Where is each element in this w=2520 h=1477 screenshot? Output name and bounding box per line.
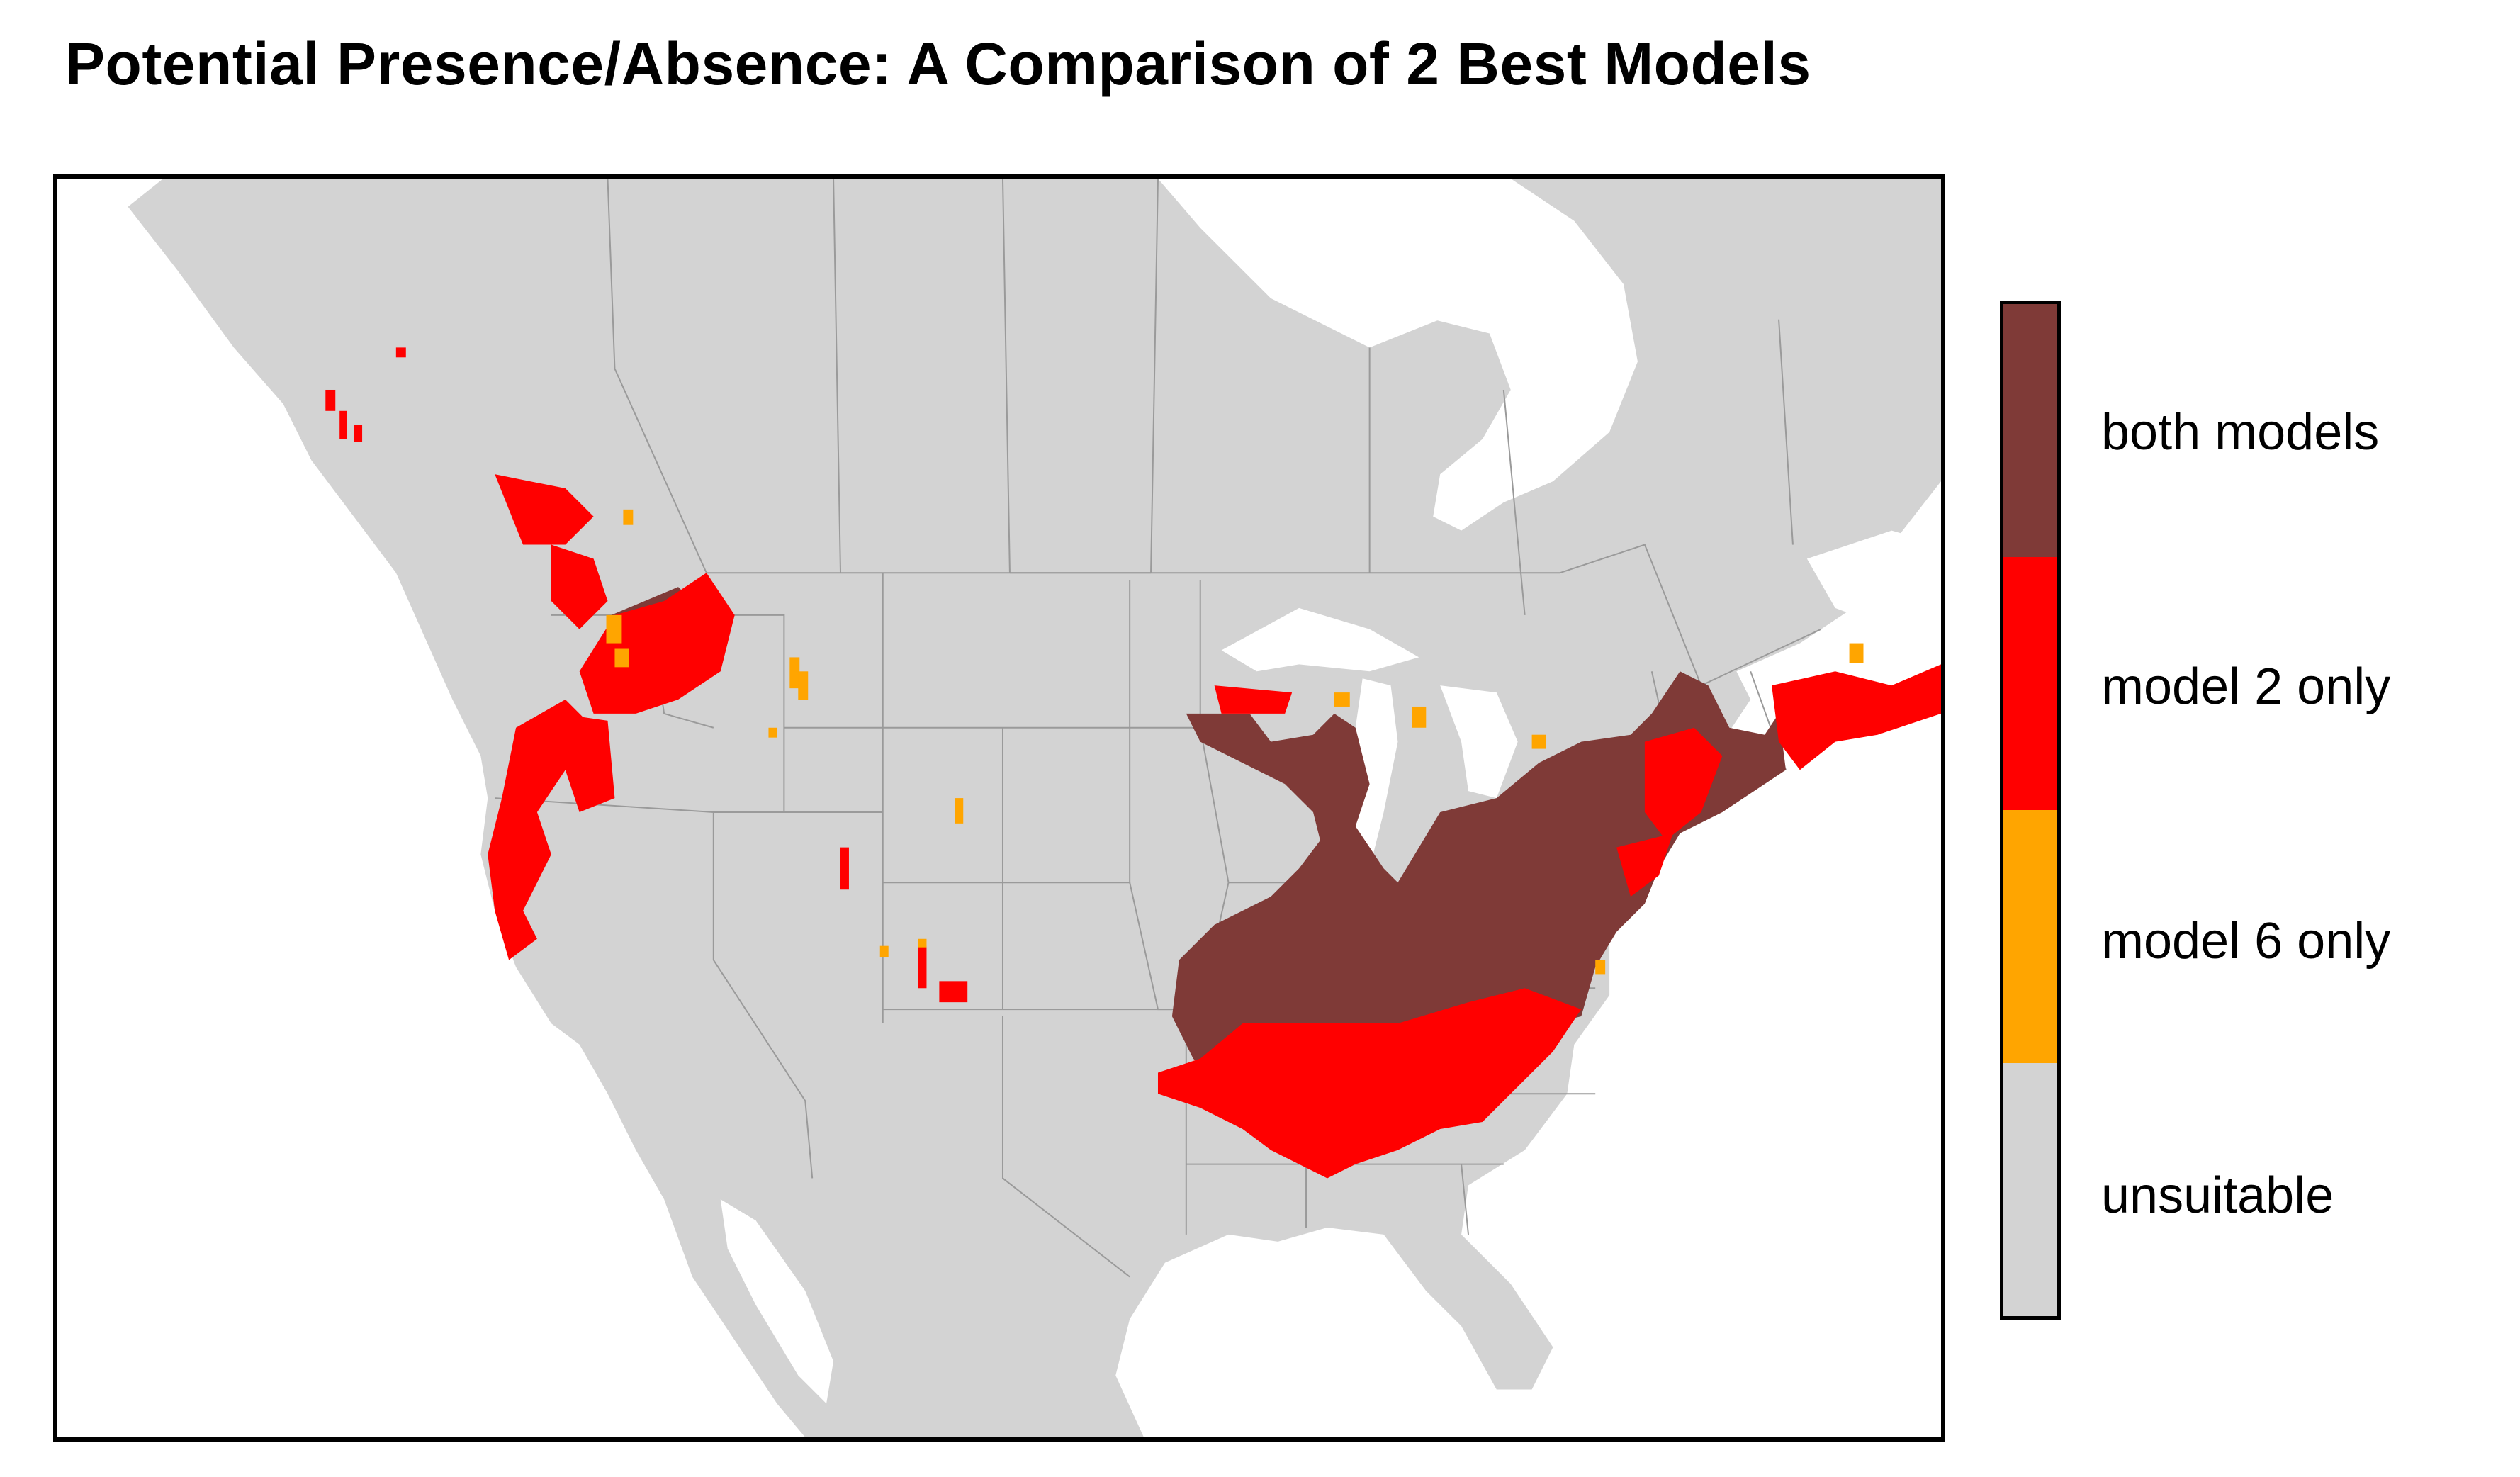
model2-only-region [325, 347, 1941, 1179]
model6-only-region [606, 509, 1864, 975]
legend-label-both-models: both models [2101, 404, 2380, 461]
legend-label-unsuitable: unsuitable [2101, 1167, 2334, 1224]
map-title: Potential Presence/Absence: A Comparison… [65, 30, 1811, 97]
lake-huron [1440, 685, 1518, 799]
legend-swatch-both-models [2003, 304, 2057, 557]
gulf-of-st-lawrence [1806, 530, 1941, 629]
gulf-of-california [720, 1199, 834, 1404]
lake-michigan [1348, 678, 1398, 869]
hudson-bay [1171, 179, 1638, 531]
legend-label-model2-only: model 2 only [2101, 658, 2391, 715]
legend-label-model6-only: model 6 only [2101, 913, 2391, 970]
map-panel [53, 174, 1945, 1442]
lake-superior [1221, 607, 1419, 672]
map-canvas [128, 179, 1941, 1437]
legend-colorbar [2000, 301, 2061, 1320]
legend-swatch-model2-only [2003, 557, 2057, 810]
legend-swatch-unsuitable [2003, 1063, 2057, 1316]
legend-swatch-model6-only [2003, 810, 2057, 1063]
